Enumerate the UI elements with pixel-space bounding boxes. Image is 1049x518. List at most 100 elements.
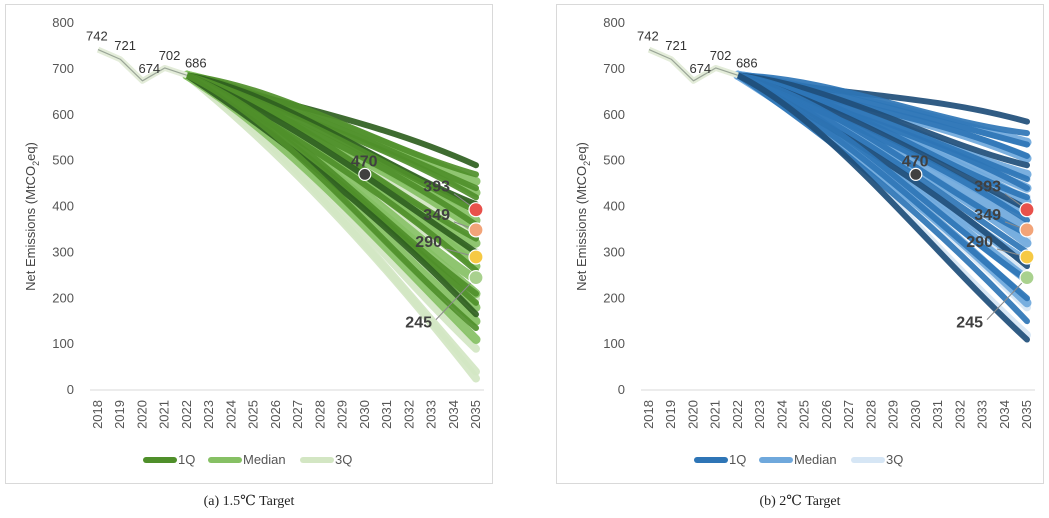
x-tick-label: 2033 bbox=[424, 400, 439, 429]
historical-data-label: 742 bbox=[637, 29, 659, 44]
milestone-label: 290 bbox=[966, 234, 993, 251]
x-tick-label: 2025 bbox=[797, 400, 812, 429]
scenario-line-3q bbox=[182, 71, 480, 383]
y-tick-label: 700 bbox=[603, 61, 625, 76]
legend-label: 3Q bbox=[335, 452, 352, 467]
y-tick-label: 800 bbox=[603, 15, 625, 30]
milestone-marker bbox=[909, 167, 923, 181]
x-tick-label: 2027 bbox=[290, 400, 305, 429]
y-axis-title-subscript: 2 bbox=[31, 161, 41, 166]
scenario-line-1q bbox=[183, 72, 479, 332]
y-tick-label: 0 bbox=[67, 382, 74, 397]
x-tick-label: 2019 bbox=[112, 400, 127, 429]
x-tick-label: 2032 bbox=[401, 400, 416, 429]
y-tick-label: 600 bbox=[52, 107, 74, 122]
y-axis-title-part: Net Emissions (MtCO bbox=[23, 166, 38, 291]
y-tick-label: 0 bbox=[618, 382, 625, 397]
historical-line-outline bbox=[97, 49, 188, 82]
milestone-marker bbox=[358, 167, 372, 181]
milestone-marker bbox=[1019, 222, 1035, 238]
x-tick-label: 2028 bbox=[863, 400, 878, 429]
historical-data-label: 686 bbox=[736, 55, 758, 70]
scenario-line-1q bbox=[734, 72, 1030, 343]
y-axis-title: Net Emissions (MtCO2eq) bbox=[574, 142, 592, 291]
x-tick-label: 2023 bbox=[752, 400, 767, 429]
x-tick-label: 2022 bbox=[179, 400, 194, 429]
y-tick-label: 400 bbox=[52, 199, 74, 214]
historical-data-label: 742 bbox=[86, 29, 108, 44]
scenario-lines bbox=[733, 70, 1032, 343]
y-tick-label: 200 bbox=[603, 290, 625, 305]
x-tick-label: 2029 bbox=[886, 400, 901, 429]
x-tick-label: 2028 bbox=[312, 400, 327, 429]
y-axis-title-subscript: 2 bbox=[582, 161, 592, 166]
milestone-marker bbox=[1019, 270, 1035, 286]
chart-panel-2c: 0 100 200 300 400 500 600 700 800 Net Emissions (… bbox=[556, 4, 1044, 484]
x-tick-label: 2034 bbox=[997, 400, 1012, 429]
scenario-line-1q bbox=[734, 72, 1030, 283]
x-tick-label: 2035 bbox=[468, 400, 483, 429]
milestone-marker bbox=[468, 222, 484, 238]
milestone-marker bbox=[1019, 249, 1035, 265]
x-tick-label: 2035 bbox=[1019, 400, 1034, 429]
y-tick-label: 100 bbox=[603, 336, 625, 351]
x-tick-label: 2031 bbox=[930, 400, 945, 429]
historical-data-label: 674 bbox=[689, 61, 711, 76]
milestone-label: 245 bbox=[405, 315, 432, 332]
y-tick-label: 300 bbox=[603, 244, 625, 259]
x-tick-label: 2030 bbox=[908, 400, 923, 429]
legend-label: 3Q bbox=[886, 452, 903, 467]
x-tick-label: 2033 bbox=[975, 400, 990, 429]
historical-data-label: 702 bbox=[710, 48, 732, 63]
y-tick-label: 200 bbox=[52, 290, 74, 305]
y-tick-label: 700 bbox=[52, 61, 74, 76]
x-tick-label: 2031 bbox=[379, 400, 394, 429]
y-tick-label: 300 bbox=[52, 244, 74, 259]
historical-data-label: 721 bbox=[114, 38, 136, 53]
marker-leader-line bbox=[435, 277, 477, 320]
y-axis-title-part: eq) bbox=[23, 142, 38, 161]
x-tick-label: 2018 bbox=[90, 400, 105, 429]
caption-2c: (b) 2℃ Target bbox=[759, 494, 841, 509]
milestone-label: 393 bbox=[423, 179, 450, 196]
x-tick-label: 2032 bbox=[952, 400, 967, 429]
x-tick-label: 2023 bbox=[201, 400, 216, 429]
scenario-line-1q bbox=[734, 72, 1030, 238]
milestone-label: 349 bbox=[423, 207, 450, 224]
y-tick-label: 100 bbox=[52, 336, 74, 351]
milestone-label: 245 bbox=[956, 315, 983, 332]
historical-data-label: 686 bbox=[185, 55, 207, 70]
legend-label: 1Q bbox=[729, 452, 746, 467]
milestone-label: 470 bbox=[351, 153, 378, 170]
x-tick-label: 2034 bbox=[446, 400, 461, 429]
scenario-line-1q bbox=[734, 72, 1030, 201]
y-tick-label: 500 bbox=[603, 153, 625, 168]
chart-svg-2c: 0 100 200 300 400 500 600 700 800 Net Emissions (… bbox=[574, 15, 1035, 467]
y-axis-title: Net Emissions (MtCO2eq) bbox=[23, 142, 41, 291]
x-tick-label: 2021 bbox=[157, 400, 172, 429]
x-tick-label: 2025 bbox=[246, 400, 261, 429]
legend-label: 1Q bbox=[178, 452, 195, 467]
y-axis-title-part: eq) bbox=[574, 142, 589, 161]
legend-label: Median bbox=[243, 452, 286, 467]
legend-label: Median bbox=[794, 452, 837, 467]
milestone-marker bbox=[468, 202, 484, 218]
scenario-line-1q bbox=[183, 72, 479, 242]
x-tick-label: 2020 bbox=[134, 400, 149, 429]
caption-1-5c: (a) 1.5℃ Target bbox=[203, 494, 295, 509]
x-tick-label: 2019 bbox=[663, 400, 678, 429]
x-tick-label: 2029 bbox=[335, 400, 350, 429]
milestone-marker bbox=[468, 270, 484, 286]
historical-line-outline bbox=[648, 49, 739, 82]
x-tick-label: 2020 bbox=[685, 400, 700, 429]
milestone-label: 290 bbox=[415, 234, 442, 251]
y-tick-label: 400 bbox=[603, 199, 625, 214]
historical-data-label: 702 bbox=[159, 48, 181, 63]
x-tick-label: 2026 bbox=[268, 400, 283, 429]
x-tick-label: 2021 bbox=[708, 400, 723, 429]
chart-svg-1-5c: 0 100 200 300 400 500 600 700 800 Net Emissions (… bbox=[23, 15, 484, 467]
marker-leader-line bbox=[986, 277, 1028, 320]
milestone-marker bbox=[1019, 202, 1035, 218]
scenario-lines bbox=[182, 70, 481, 383]
x-tick-label: 2024 bbox=[774, 400, 789, 429]
